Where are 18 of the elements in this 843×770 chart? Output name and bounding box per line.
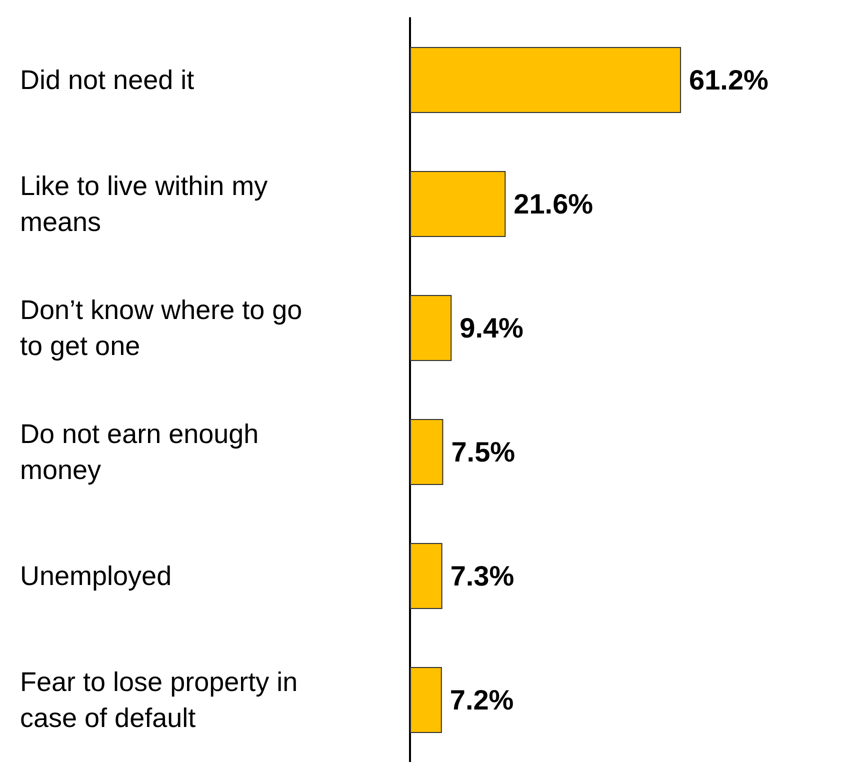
y-tick-label: Don’t know where to go to get one — [20, 295, 310, 361]
bar — [410, 543, 442, 609]
bar — [410, 47, 682, 113]
data-label: 7.2% — [450, 684, 514, 716]
y-tick-label: Fear to lose property in case of default — [20, 667, 306, 733]
data-label: 9.4% — [460, 312, 524, 344]
bar — [410, 667, 442, 733]
data-label: 21.6% — [514, 188, 594, 220]
data-label: 61.2% — [689, 64, 769, 96]
bar — [410, 295, 452, 361]
y-tick-label: Unemployed — [20, 561, 172, 591]
data-label: 7.3% — [450, 560, 514, 592]
bar — [410, 419, 444, 485]
data-label: 7.5% — [451, 436, 516, 468]
y-tick-label: Did not need it — [20, 65, 195, 95]
y-tick-label: Like to live within my means — [20, 171, 276, 237]
bar — [410, 171, 506, 237]
y-tick-label: Do not earn enough money — [20, 419, 266, 485]
